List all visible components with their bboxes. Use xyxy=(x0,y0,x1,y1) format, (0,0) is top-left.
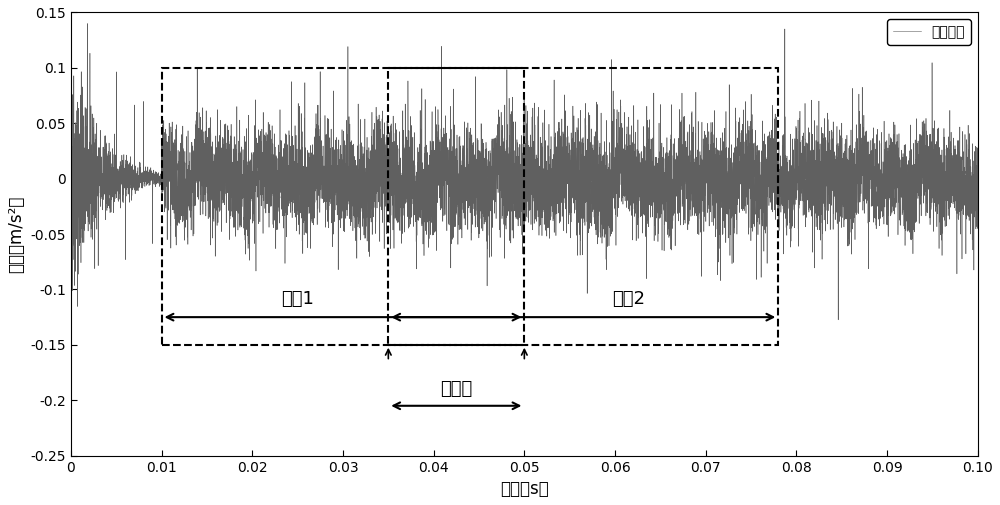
Text: 样本1: 样本1 xyxy=(281,290,314,308)
声音信号 xyxy=(65,145,77,152)
声音信号 xyxy=(972,160,984,166)
X-axis label: 时间（s）: 时间（s） xyxy=(500,480,549,498)
声音信号 xyxy=(924,131,936,137)
声音信号 xyxy=(243,181,255,187)
声音信号 xyxy=(69,214,81,220)
Text: 样本2: 样本2 xyxy=(612,290,645,308)
声音信号 xyxy=(832,317,844,323)
Bar xyxy=(162,68,524,345)
Text: 重叠区: 重叠区 xyxy=(440,380,472,398)
Bar xyxy=(388,68,778,345)
Line: 声音信号: 声音信号 xyxy=(71,24,978,320)
声音信号 xyxy=(103,189,115,195)
声音信号 xyxy=(508,160,520,166)
Y-axis label: 幅値（m/s²）: 幅値（m/s²） xyxy=(7,195,25,273)
声音信号 xyxy=(81,21,93,27)
Legend: 声音信号: 声音信号 xyxy=(887,19,971,44)
声音信号 xyxy=(119,172,131,178)
